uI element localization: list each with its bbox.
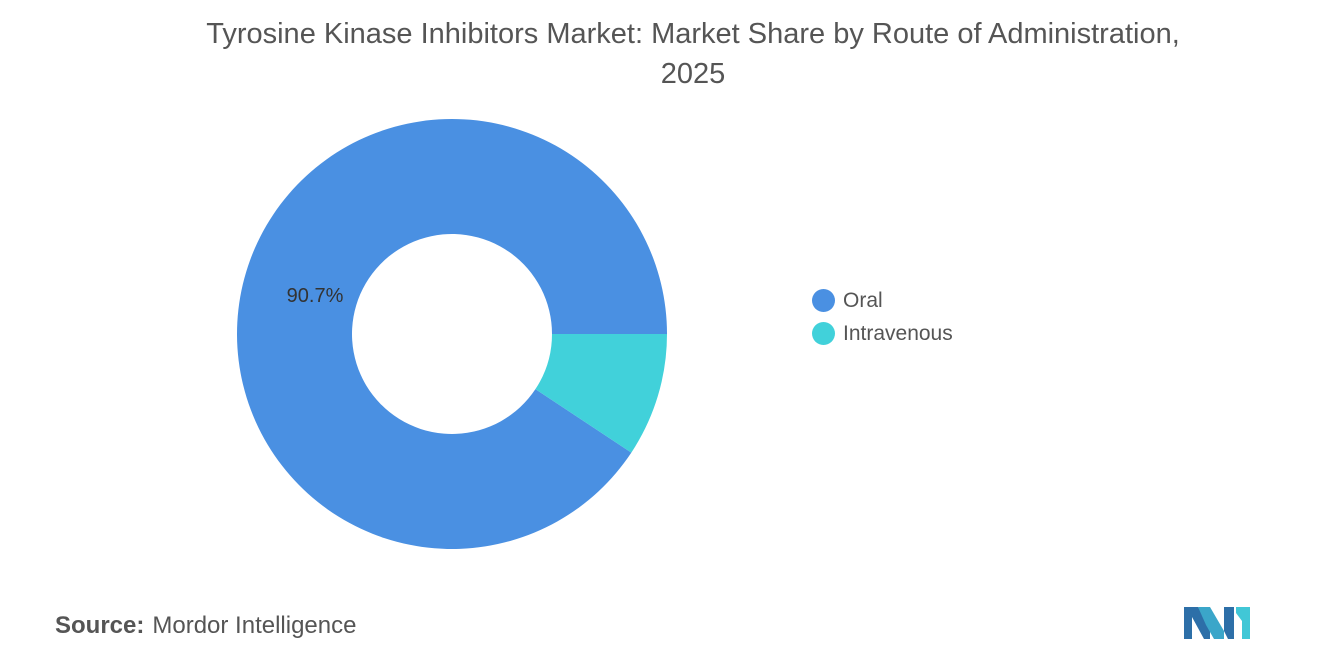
legend-label-oral: Oral [843,288,883,312]
chart-title: Tyrosine Kinase Inhibitors Market: Marke… [0,14,1320,94]
source-value: Mordor Intelligence [152,612,357,639]
source-note: Source: Mordor Intelligence [55,612,356,640]
donut-slice-intravenous [535,334,667,453]
chart-legend: Oral Intravenous [812,284,953,350]
legend-swatch-intravenous [812,322,835,345]
legend-swatch-oral [812,289,835,312]
source-label: Source: [55,612,145,639]
donut-slice-oral [237,118,667,549]
chart-title-line-1: Tyrosine Kinase Inhibitors Market: Marke… [206,18,1180,50]
legend-label-intravenous: Intravenous [843,321,953,345]
data-label-oral: 90.7% [287,285,344,307]
legend-item-intravenous: Intravenous [812,317,953,350]
chart-title-line-2: 2025 [660,58,726,90]
legend-item-oral: Oral [812,284,953,317]
mordor-intelligence-logo-icon [1184,607,1250,639]
